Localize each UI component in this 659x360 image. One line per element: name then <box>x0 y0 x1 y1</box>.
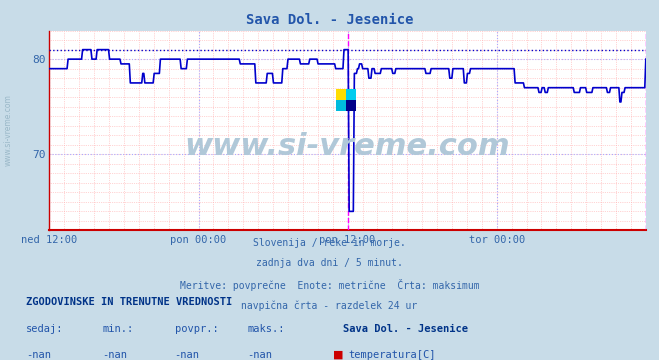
Text: www.si-vreme.com: www.si-vreme.com <box>185 132 511 161</box>
Text: min.:: min.: <box>102 324 133 334</box>
Bar <box>336 89 346 100</box>
Text: Meritve: povprečne  Enote: metrične  Črta: maksimum: Meritve: povprečne Enote: metrične Črta:… <box>180 279 479 291</box>
Text: povpr.:: povpr.: <box>175 324 218 334</box>
Text: -nan: -nan <box>247 350 272 360</box>
Text: temperatura[C]: temperatura[C] <box>348 350 436 360</box>
Text: -nan: -nan <box>175 350 200 360</box>
Bar <box>346 89 356 100</box>
Text: ■: ■ <box>333 350 343 360</box>
Text: navpična črta - razdelek 24 ur: navpična črta - razdelek 24 ur <box>241 300 418 311</box>
Bar <box>336 100 346 111</box>
Text: Slovenija / reke in morje.: Slovenija / reke in morje. <box>253 238 406 248</box>
Text: sedaj:: sedaj: <box>26 324 64 334</box>
Text: Sava Dol. - Jesenice: Sava Dol. - Jesenice <box>246 13 413 27</box>
Bar <box>346 100 356 111</box>
Text: -nan: -nan <box>102 350 127 360</box>
Text: www.si-vreme.com: www.si-vreme.com <box>4 95 13 166</box>
Text: ZGODOVINSKE IN TRENUTNE VREDNOSTI: ZGODOVINSKE IN TRENUTNE VREDNOSTI <box>26 297 233 307</box>
Text: Sava Dol. - Jesenice: Sava Dol. - Jesenice <box>343 324 468 334</box>
Text: -nan: -nan <box>26 350 51 360</box>
Text: maks.:: maks.: <box>247 324 285 334</box>
Text: zadnja dva dni / 5 minut.: zadnja dva dni / 5 minut. <box>256 258 403 269</box>
